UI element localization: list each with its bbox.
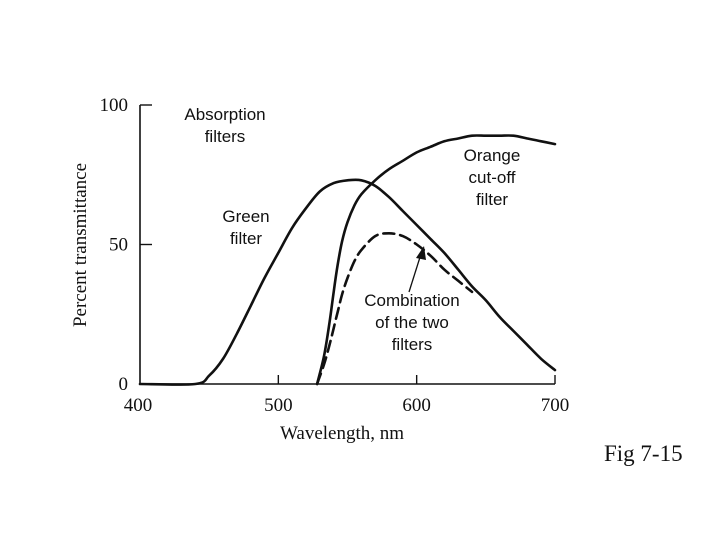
green-filter-label: Green filter (222, 207, 269, 248)
annotation-line: Green (222, 207, 269, 226)
combination-arrow (408, 246, 426, 293)
plot-series (138, 134, 557, 386)
annotation-line: cut-off (469, 168, 516, 187)
annotation-line: filter (230, 229, 262, 248)
annotation-line: filters (205, 127, 246, 146)
orange-cutoff-filter-line (315, 134, 557, 386)
annotation-line: of the two (375, 313, 449, 332)
green-filter-line (138, 178, 557, 386)
annotation-line: Absorption (184, 105, 265, 124)
annotation-line: filters (392, 335, 433, 354)
x-tick-label: 700 (541, 395, 570, 416)
x-axis-title: Wavelength, nm (280, 423, 404, 444)
absorption-filters-label: Absorption filters (184, 105, 265, 146)
y-axis-title: Percent transmittance (70, 163, 91, 327)
y-tick-label: 100 (100, 95, 129, 116)
figure-label: Fig 7-15 (604, 441, 683, 466)
annotation-line: Orange (464, 146, 521, 165)
x-tick-label: 400 (124, 395, 153, 416)
combination-filters-line (315, 232, 474, 386)
y-tick-label: 50 (109, 235, 128, 256)
y-tick-label: 0 (119, 374, 129, 395)
annotation-line: Combination (364, 291, 459, 310)
combination-label: Combination of the two filters (364, 291, 459, 354)
x-tick-label: 600 (402, 395, 431, 416)
axis-ticks: 400 500 600 700 0 50 100 (100, 95, 570, 416)
x-tick-label: 500 (264, 395, 293, 416)
annotations: Absorption filters Green filter Orange cut-of… (184, 105, 520, 354)
annotation-line: filter (476, 190, 508, 209)
orange-cutoff-filter-label: Orange cut-off filter (464, 146, 521, 209)
